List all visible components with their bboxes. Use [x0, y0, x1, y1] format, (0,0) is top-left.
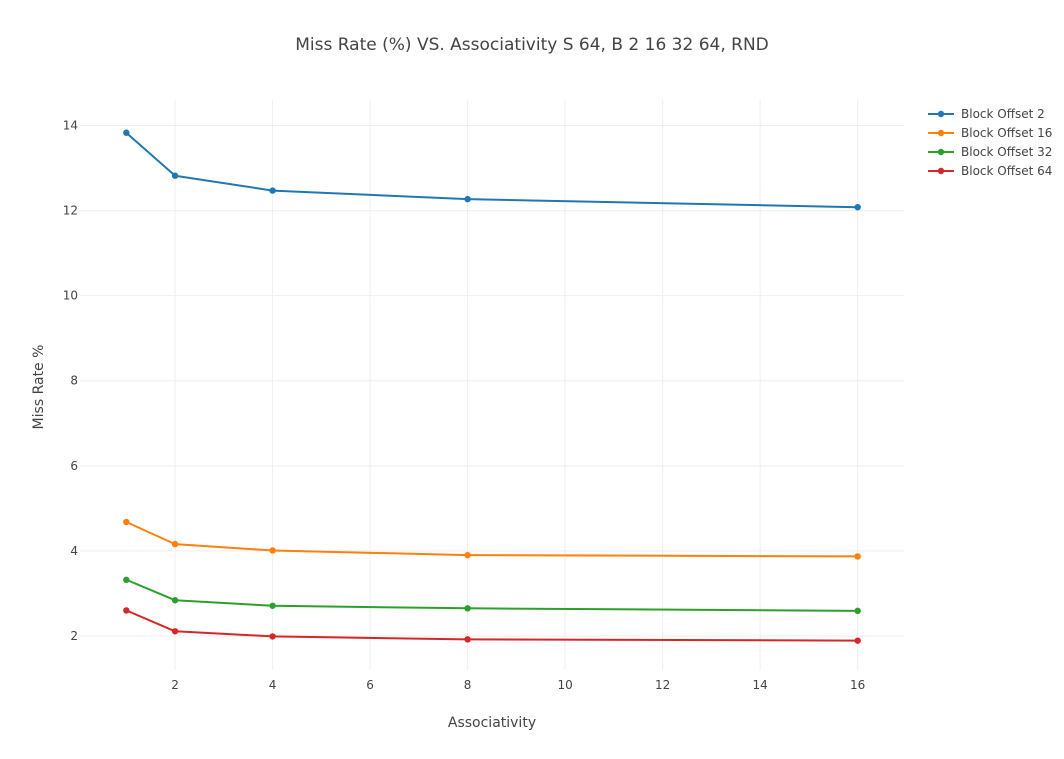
y-tick-label: 4 [70, 544, 78, 558]
series-1 [123, 129, 861, 211]
tick-layer: 2 4 6 8 10 12 14 16 2 4 6 8 10 12 14 [63, 119, 866, 692]
data-point [464, 605, 471, 612]
x-axis-title: Associativity [448, 715, 536, 731]
series-3 [123, 576, 861, 615]
data-point [464, 551, 471, 559]
legend-item[interactable]: Block Offset 64 [928, 164, 1052, 178]
data-point [854, 203, 861, 211]
data-point [854, 607, 861, 615]
legend-label: Block Offset 16 [961, 126, 1052, 140]
x-tick-label: 10 [557, 678, 572, 692]
legend-item[interactable]: Block Offset 2 [928, 107, 1045, 121]
y-tick-label: 6 [70, 459, 78, 473]
data-point [269, 187, 276, 194]
data-point [171, 628, 179, 635]
data-point [464, 636, 471, 643]
data-point [171, 540, 179, 548]
chart-title: Miss Rate (%) VS. Associativity S 64, B … [295, 35, 769, 55]
x-tick-label: 2 [171, 678, 179, 692]
legend-swatch-marker [937, 148, 945, 156]
data-point [123, 518, 130, 526]
data-point [123, 129, 130, 136]
y-tick-label: 2 [70, 629, 78, 643]
x-tick-label: 4 [269, 678, 277, 692]
legend-swatch-marker [937, 110, 945, 118]
x-tick-label: 6 [366, 678, 374, 692]
series-4 [123, 607, 861, 644]
series-line [125, 132, 858, 209]
data-point [269, 602, 276, 609]
y-tick-label: 8 [70, 374, 78, 388]
y-tick-label: 14 [63, 119, 78, 133]
data-point [854, 553, 861, 560]
legend-label: Block Offset 64 [961, 164, 1052, 178]
series-layer [123, 129, 861, 644]
legend-item[interactable]: Block Offset 32 [928, 145, 1052, 159]
legend: Block Offset 2 Block Offset 16 Block Offse… [928, 107, 1052, 178]
y-tick-label: 10 [63, 289, 78, 303]
series-2 [123, 518, 861, 560]
data-point [269, 633, 276, 640]
legend-label: Block Offset 32 [961, 145, 1052, 159]
data-point [171, 597, 179, 604]
data-point [269, 547, 276, 554]
legend-label: Block Offset 2 [961, 107, 1045, 121]
data-point [464, 195, 471, 203]
data-point [123, 607, 130, 614]
x-tick-label: 16 [850, 678, 865, 692]
series-line [125, 578, 858, 612]
data-point [123, 576, 130, 584]
y-tick-label: 12 [63, 204, 78, 218]
x-tick-label: 14 [753, 678, 768, 692]
legend-swatch-marker [937, 129, 945, 137]
data-point [171, 172, 179, 179]
grid-layer [80, 100, 904, 670]
legend-item[interactable]: Block Offset 16 [928, 126, 1052, 140]
legend-swatch-marker [937, 167, 945, 175]
y-axis-title: Miss Rate % [31, 345, 47, 430]
x-tick-label: 12 [655, 678, 670, 692]
data-point [854, 637, 861, 644]
x-tick-label: 8 [464, 678, 472, 692]
